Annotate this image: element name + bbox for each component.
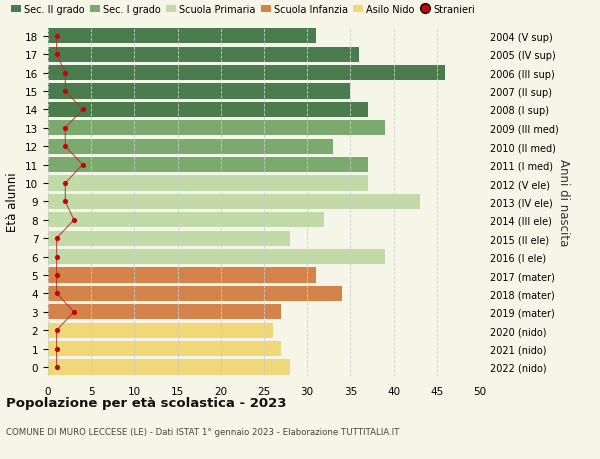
Bar xyxy=(48,48,359,62)
Bar xyxy=(48,121,385,136)
Bar xyxy=(48,360,290,375)
Point xyxy=(52,51,61,59)
Point xyxy=(52,327,61,334)
Point xyxy=(61,88,70,95)
Bar xyxy=(48,305,281,319)
Point xyxy=(52,364,61,371)
Bar xyxy=(48,176,368,191)
Point xyxy=(61,125,70,132)
Point xyxy=(52,253,61,261)
Point xyxy=(52,345,61,353)
Y-axis label: Anni di nascita: Anni di nascita xyxy=(557,158,569,246)
Point xyxy=(52,272,61,279)
Text: Popolazione per età scolastica - 2023: Popolazione per età scolastica - 2023 xyxy=(6,396,287,409)
Bar xyxy=(48,140,333,154)
Bar xyxy=(48,341,281,356)
Point xyxy=(69,308,79,316)
Point xyxy=(61,143,70,151)
Bar xyxy=(48,158,368,173)
Point xyxy=(78,106,88,114)
Bar xyxy=(48,286,342,301)
Point xyxy=(52,290,61,297)
Bar xyxy=(48,195,419,209)
Bar xyxy=(48,84,350,99)
Bar xyxy=(48,250,385,264)
Bar xyxy=(48,66,445,81)
Point xyxy=(52,33,61,40)
Legend: Sec. II grado, Sec. I grado, Scuola Primaria, Scuola Infanzia, Asilo Nido, Stran: Sec. II grado, Sec. I grado, Scuola Prim… xyxy=(11,5,475,15)
Y-axis label: Età alunni: Età alunni xyxy=(7,172,19,232)
Bar xyxy=(48,231,290,246)
Point xyxy=(61,180,70,187)
Point xyxy=(52,235,61,242)
Point xyxy=(61,198,70,206)
Bar xyxy=(48,268,316,283)
Text: COMUNE DI MURO LECCESE (LE) - Dati ISTAT 1° gennaio 2023 - Elaborazione TUTTITAL: COMUNE DI MURO LECCESE (LE) - Dati ISTAT… xyxy=(6,427,400,436)
Point xyxy=(69,217,79,224)
Point xyxy=(78,162,88,169)
Bar xyxy=(48,213,325,228)
Bar xyxy=(48,323,272,338)
Point xyxy=(61,70,70,77)
Bar xyxy=(48,29,316,44)
Bar xyxy=(48,103,368,118)
